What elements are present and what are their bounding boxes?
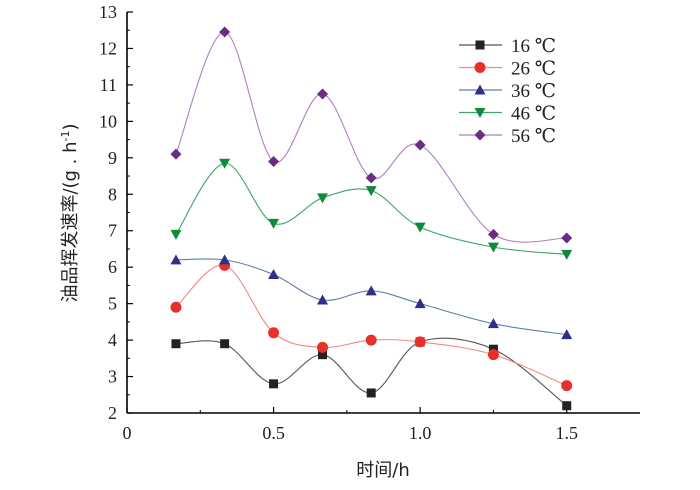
data-point [561, 232, 573, 244]
data-point [365, 285, 377, 296]
data-point [268, 155, 280, 167]
data-point [318, 350, 328, 360]
data-point [268, 327, 280, 339]
x-tick-label: 1.5 [555, 423, 578, 443]
data-point [414, 222, 426, 233]
y-tick-label: 9 [108, 148, 117, 168]
data-point [487, 228, 499, 240]
series-line [175, 264, 567, 387]
data-point [170, 254, 182, 265]
data-point [487, 242, 499, 253]
data-point [220, 339, 230, 349]
x-tick-label: 0 [123, 423, 132, 443]
series-line [175, 31, 567, 243]
y-axis-label-tail: ) [60, 123, 81, 130]
legend-label: 56 ℃ [511, 126, 556, 147]
data-point [366, 388, 376, 398]
x-tick-label: 1.0 [409, 423, 432, 443]
y-tick-label: 2 [108, 403, 117, 423]
y-tick-label: 3 [108, 367, 117, 387]
y-axis-label-sup: -1 [59, 130, 72, 141]
data-point [487, 349, 499, 361]
legend-marker [475, 40, 485, 50]
data-point [171, 339, 181, 349]
data-point [561, 329, 573, 340]
data-point [365, 334, 377, 346]
data-point [561, 249, 573, 260]
y-tick-label: 7 [108, 221, 117, 241]
y-tick-label: 12 [99, 38, 117, 58]
data-point [317, 193, 329, 204]
y-tick-label: 10 [99, 111, 117, 131]
data-point [414, 298, 426, 309]
data-point [219, 158, 231, 169]
data-point [170, 301, 182, 313]
series-4 [170, 26, 573, 244]
data-point [414, 336, 426, 348]
y-tick-label: 4 [108, 330, 117, 350]
legend-marker [474, 129, 486, 141]
y-tick-label: 8 [108, 184, 117, 204]
data-point [268, 268, 280, 279]
data-point [414, 139, 426, 151]
data-point [562, 401, 572, 411]
legend-marker [474, 84, 486, 95]
data-point [487, 318, 499, 329]
y-tick-label: 6 [108, 257, 117, 277]
legend-label: 16 ℃ [511, 36, 556, 57]
legend: 16 ℃26 ℃36 ℃46 ℃56 ℃ [459, 36, 556, 147]
legend-label: 46 ℃ [511, 104, 556, 125]
series-2 [170, 254, 573, 340]
data-point [269, 379, 279, 389]
data-point [317, 341, 329, 353]
legend-label: 26 ℃ [511, 59, 556, 80]
y-axis-label: 油品挥发速率/(g . h-1) [59, 123, 81, 302]
data-point [561, 380, 573, 392]
series-group [170, 26, 573, 411]
series-3 [170, 158, 573, 260]
data-point [317, 294, 329, 305]
y-tick-label: 5 [108, 294, 117, 314]
data-point [365, 186, 377, 197]
y-tick-label: 13 [99, 2, 117, 22]
x-axis-label: 时间/h [356, 460, 409, 481]
data-point [365, 172, 377, 184]
y-tick-label: 11 [100, 75, 117, 95]
data-point [219, 254, 231, 265]
axes: 0 0.5 1.0 1.5 2 3 4 5 6 7 8 9 10 11 12 13 [99, 2, 640, 443]
data-point [268, 218, 280, 229]
legend-marker [474, 108, 486, 118]
series-line [175, 258, 567, 336]
series-1 [170, 259, 573, 392]
legend-marker [474, 62, 486, 73]
data-point [317, 88, 329, 100]
data-point [219, 26, 231, 38]
x-tick-label: 0.5 [262, 423, 285, 443]
legend-label: 36 ℃ [511, 81, 556, 102]
data-point [170, 229, 182, 240]
series-0 [171, 337, 572, 411]
y-axis-label-main: 油品挥发速率/(g . h [60, 141, 81, 302]
data-point [170, 148, 182, 160]
